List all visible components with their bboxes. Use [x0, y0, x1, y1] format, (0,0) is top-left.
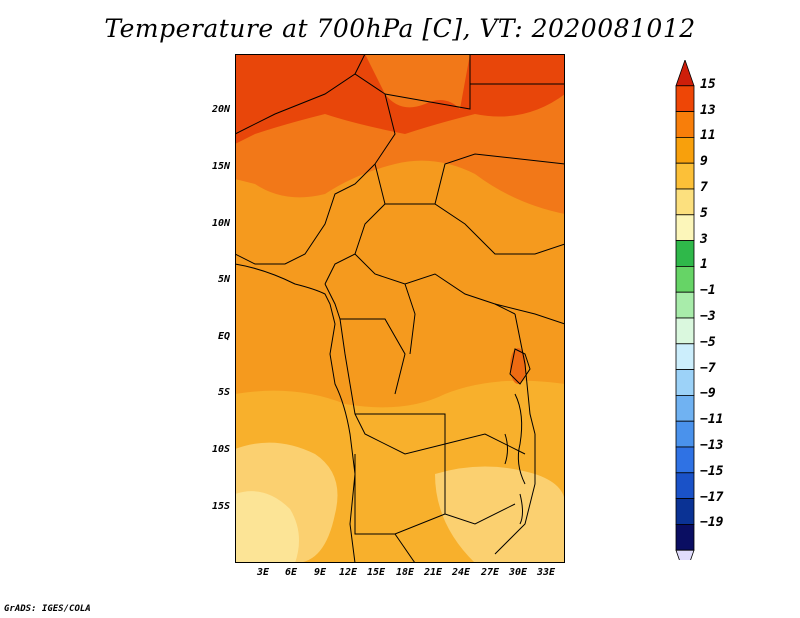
colorbar-label: −9 — [700, 386, 716, 402]
lake-region-hot-spot — [510, 348, 526, 384]
lon-label-27e: 27E — [480, 567, 500, 578]
colorbar-label: 1 — [700, 257, 708, 273]
lat-label-5n: 5N — [217, 274, 230, 285]
colorbar-swatch — [675, 317, 695, 345]
lon-label-15e: 15E — [366, 567, 386, 578]
colorbar-label: 9 — [700, 154, 708, 170]
colorbar-swatch — [675, 472, 695, 499]
colorbar-label: −1 — [700, 283, 716, 299]
colorbar-swatch — [675, 111, 695, 138]
lakes — [504, 348, 531, 525]
colorbar-swatch — [675, 137, 695, 164]
colorbar-swatch — [675, 446, 695, 474]
lat-label-5s: 5S — [217, 387, 230, 398]
colorbar-label: −7 — [700, 360, 716, 376]
colorbar-label: −19 — [700, 515, 724, 531]
colorbar-label: 13 — [700, 102, 716, 118]
colorbar-swatch — [675, 291, 695, 319]
colorbar-label: 11 — [700, 128, 716, 144]
colorbar-label: −17 — [700, 489, 724, 505]
colorbar-swatch — [675, 265, 695, 293]
colorbar-label: 7 — [700, 180, 708, 195]
colorbar-swatch — [675, 188, 695, 216]
colorbar-label: 15 — [700, 76, 716, 92]
colorbar-bottom-arrow — [675, 549, 695, 560]
colorbar-swatch — [675, 85, 695, 112]
colorbar: 15 13 11 9 7 5 3 1 −1 −3 −5 −7 −9 −11 −13 −15 −17 −19 — [670, 60, 760, 560]
southwest-coolest-zone — [235, 491, 299, 563]
lon-label-3e: 3E — [256, 567, 270, 578]
map-frame — [235, 54, 565, 563]
saharan-hot-zone — [235, 54, 565, 144]
colorbar-top-arrow — [675, 60, 695, 87]
colorbar-swatch — [675, 214, 695, 242]
lat-label-15s: 15S — [211, 501, 230, 512]
lon-label-18e: 18E — [395, 567, 415, 578]
colorbar-label: −5 — [700, 334, 716, 350]
colorbar-label: 5 — [700, 205, 708, 221]
colorbar-swatch — [675, 162, 695, 190]
colorbar-label: −13 — [700, 438, 724, 453]
lat-label-eq: EQ — [217, 331, 230, 342]
lon-label-21e: 21E — [423, 567, 443, 578]
lon-label-12e: 12E — [338, 567, 358, 578]
west-africa-coastline — [235, 263, 356, 563]
southeast-cool-zone — [435, 466, 565, 563]
temperature-map — [235, 54, 565, 563]
colorbar-swatch — [675, 343, 695, 370]
colorbar-label: −15 — [700, 463, 724, 479]
map-title: Temperature at 700hPa [C], VT: 202008101… — [104, 14, 696, 43]
lat-label-20n: 20N — [211, 104, 230, 115]
lon-label-24e: 24E — [451, 567, 471, 578]
colorbar-swatches — [675, 60, 695, 560]
colorbar-swatch — [675, 498, 695, 525]
colorbar-swatch — [675, 523, 695, 551]
lon-label-33e: 33E — [536, 567, 556, 578]
lon-label-30e: 30E — [508, 567, 528, 578]
lon-label-6e: 6E — [284, 567, 298, 578]
colorbar-swatch — [675, 420, 695, 448]
lat-label-10s: 10S — [211, 444, 230, 455]
colorbar-swatch — [675, 369, 695, 396]
colorbar-label: 3 — [700, 231, 708, 247]
colorbar-swatch — [675, 394, 695, 422]
lat-label-10n: 10N — [211, 218, 230, 229]
lon-label-9e: 9E — [313, 567, 327, 578]
grads-credit: GrADS: IGES/COLA — [4, 604, 91, 614]
colorbar-swatch — [675, 240, 695, 267]
colorbar-label: −3 — [700, 309, 716, 324]
lat-label-15n: 15N — [211, 161, 230, 172]
country-borders — [235, 54, 565, 563]
colorbar-label: −11 — [700, 412, 724, 428]
